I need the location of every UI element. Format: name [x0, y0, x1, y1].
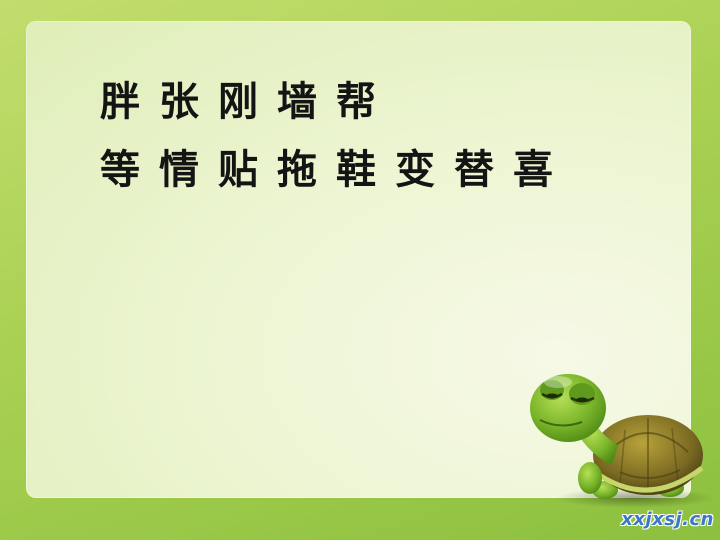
character: 替 [454, 147, 494, 193]
character: 等 [100, 147, 140, 193]
character: 贴 [218, 147, 258, 193]
character: 拖 [277, 147, 317, 193]
turtle-illustration [530, 374, 715, 508]
character: 刚 [218, 79, 258, 125]
character: 张 [159, 79, 199, 125]
character: 鞋 [336, 147, 376, 193]
character: 情 [159, 147, 199, 193]
character-row-1: 胖 张 刚 墙 帮 [100, 78, 395, 126]
character: 胖 [100, 79, 140, 125]
character: 墙 [277, 79, 317, 125]
character: 喜 [513, 147, 553, 193]
character: 变 [395, 147, 435, 193]
character: 帮 [336, 79, 376, 125]
character-row-2: 等 情 贴 拖 鞋 变 替 喜 [100, 146, 572, 194]
watermark-text: xxjxsj.cn [621, 509, 714, 530]
